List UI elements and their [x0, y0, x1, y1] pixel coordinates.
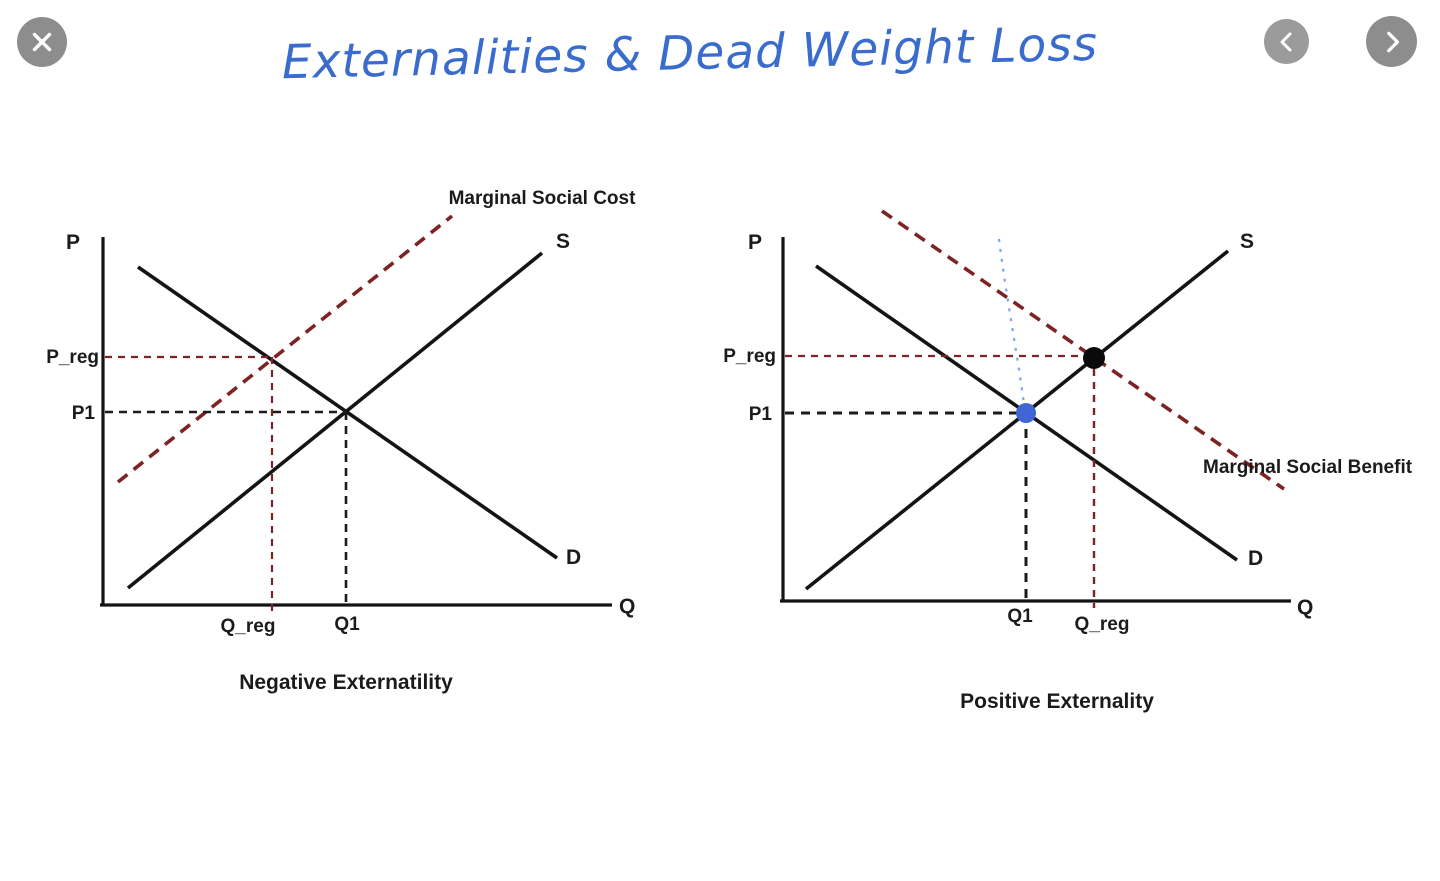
- prev-button[interactable]: [1264, 19, 1309, 64]
- close-button[interactable]: [17, 17, 67, 67]
- p-reg-label: P_reg: [723, 346, 776, 367]
- marginal-social-benefit-curve: [880, 209, 1286, 491]
- marginal-social-benefit-label: Marginal Social Benefit: [1203, 457, 1413, 478]
- q1-label: Q1: [1007, 606, 1033, 627]
- supply-label: S: [1240, 230, 1254, 253]
- market-equilibrium-point: [1016, 403, 1036, 423]
- supply-curve: [804, 249, 1230, 591]
- marginal-social-cost-label: Marginal Social Cost: [449, 188, 637, 209]
- price-axis-label: P: [748, 231, 762, 254]
- price-axis-label: P: [66, 231, 80, 254]
- q-reg-label: Q_reg: [221, 616, 276, 637]
- q-reg-label: Q_reg: [1075, 614, 1130, 635]
- p-reg-label: P_reg: [46, 347, 99, 368]
- positive-externality-diagram: P Q S D Marginal Social Benefit P_reg P1…: [723, 209, 1413, 713]
- demand-curve: [136, 265, 559, 560]
- diagram-caption: Negative Externatility: [239, 671, 453, 694]
- marginal-social-cost-curve: [116, 214, 454, 484]
- supply-label: S: [556, 230, 570, 253]
- demand-label: D: [566, 546, 581, 569]
- chevron-left-icon: [1280, 32, 1291, 51]
- blue-dotted-guide: [997, 238, 1026, 405]
- negative-externality-diagram: P Q S D Marginal Social Cost P_reg P1 Q_…: [46, 188, 636, 694]
- demand-label: D: [1248, 547, 1263, 570]
- supply-curve: [126, 251, 544, 590]
- social-optimum-point: [1083, 347, 1105, 369]
- diagram-caption: Positive Externality: [960, 690, 1154, 713]
- quantity-axis-label: Q: [1297, 596, 1313, 619]
- chevron-right-icon: [1386, 31, 1399, 52]
- q1-label: Q1: [334, 614, 360, 635]
- next-button[interactable]: [1366, 16, 1417, 67]
- close-icon: [32, 32, 52, 52]
- p1-label: P1: [749, 404, 773, 425]
- quantity-axis-label: Q: [619, 595, 635, 618]
- p1-label: P1: [72, 403, 96, 424]
